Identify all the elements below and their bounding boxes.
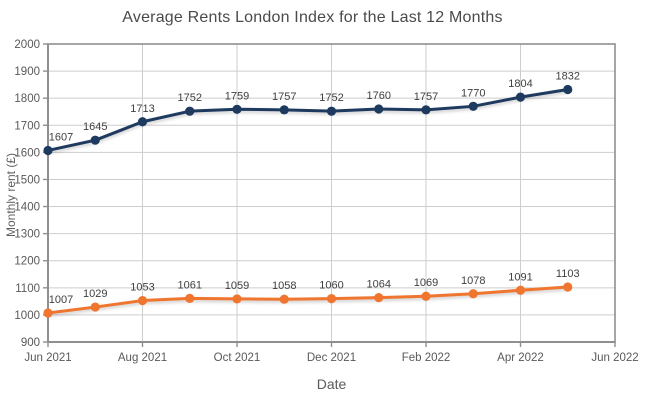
orange-series-data-label: 1069 bbox=[414, 277, 438, 289]
navy-series-data-label: 1757 bbox=[414, 91, 438, 103]
orange-series-marker bbox=[374, 292, 384, 303]
orange-series-marker bbox=[137, 295, 148, 306]
y-tick-label: 1100 bbox=[15, 283, 40, 295]
y-tick-label: 1200 bbox=[14, 256, 40, 268]
x-tick-label: Jun 2022 bbox=[591, 352, 638, 364]
orange-series-data-label: 1058 bbox=[272, 280, 296, 292]
orange-series-data-label: 1091 bbox=[508, 271, 532, 283]
navy-series-marker bbox=[468, 101, 478, 111]
y-tick-label: 1400 bbox=[14, 202, 40, 214]
orange-series-data-label: 1064 bbox=[367, 279, 391, 291]
x-axis-title: Date bbox=[316, 376, 347, 392]
y-axis-title: Monthly rent (£) bbox=[4, 152, 18, 238]
navy-series-marker bbox=[232, 104, 242, 114]
orange-series-marker bbox=[421, 291, 431, 301]
x-tick-label: Jun 2021 bbox=[24, 352, 71, 364]
navy-series-marker bbox=[326, 106, 337, 116]
navy-series-marker bbox=[563, 84, 573, 95]
navy-series-data-label: 1757 bbox=[272, 91, 296, 103]
y-tick-label: 1800 bbox=[14, 93, 40, 105]
orange-series-data-label: 1078 bbox=[461, 275, 485, 287]
y-tick-label: 1900 bbox=[14, 66, 40, 78]
orange-series-data-label: 1059 bbox=[225, 280, 249, 292]
y-tick-label: 1500 bbox=[14, 174, 40, 186]
y-tick-label: 1700 bbox=[14, 120, 40, 132]
navy-series-data-label: 1759 bbox=[225, 90, 249, 102]
orange-series-marker bbox=[90, 302, 100, 312]
orange-series-marker bbox=[232, 294, 242, 304]
navy-series-data-label: 1645 bbox=[83, 121, 107, 133]
x-tick-label: Apr 2022 bbox=[497, 352, 544, 364]
chart-title: Average Rents London Index for the Last … bbox=[122, 9, 503, 26]
navy-series-data-label: 1607 bbox=[49, 131, 73, 143]
navy-series-data-label: 1752 bbox=[178, 92, 202, 104]
orange-series-marker bbox=[185, 293, 195, 303]
navy-series-marker bbox=[515, 92, 526, 102]
x-tick-label: Oct 2021 bbox=[214, 352, 261, 364]
navy-series-marker bbox=[90, 135, 100, 145]
navy-series-data-label: 1832 bbox=[556, 71, 580, 83]
orange-series-data-label: 1053 bbox=[130, 282, 154, 294]
orange-series-marker bbox=[326, 294, 337, 304]
y-tick-label: 1300 bbox=[14, 229, 40, 241]
y-tick-label: 1000 bbox=[14, 310, 40, 322]
y-tick-label: 1600 bbox=[14, 147, 40, 159]
navy-series-marker bbox=[421, 105, 431, 115]
y-tick-label: 2000 bbox=[14, 39, 40, 51]
x-tick-label: Feb 2022 bbox=[402, 352, 451, 364]
navy-series-line bbox=[46, 88, 570, 152]
orange-series-marker bbox=[468, 289, 478, 299]
navy-series-data-label: 1752 bbox=[319, 92, 343, 104]
orange-series-marker bbox=[563, 282, 573, 292]
x-tick-label: Aug 2021 bbox=[118, 352, 167, 364]
navy-series-marker bbox=[279, 105, 289, 115]
orange-series-line bbox=[46, 285, 570, 315]
orange-series-marker bbox=[279, 294, 289, 304]
navy-series-marker bbox=[43, 145, 53, 156]
orange-series-data-label: 1103 bbox=[556, 268, 580, 280]
orange-series-data-label: 1061 bbox=[178, 279, 202, 291]
orange-series-data-label: 1007 bbox=[49, 294, 73, 306]
navy-series-data-label: 1770 bbox=[461, 87, 485, 99]
orange-series-marker bbox=[43, 308, 53, 318]
navy-series-data-label: 1804 bbox=[508, 78, 532, 90]
orange-series-marker bbox=[515, 285, 526, 295]
navy-series-data-label: 1713 bbox=[130, 103, 154, 115]
navy-series-data-label: 1760 bbox=[367, 90, 391, 102]
orange-series-data-label: 1029 bbox=[83, 288, 107, 300]
navy-series-marker bbox=[374, 104, 384, 114]
navy-series-marker bbox=[137, 117, 148, 127]
navy-series-marker bbox=[185, 106, 195, 116]
y-tick-label: 900 bbox=[21, 337, 40, 349]
orange-series-data-label: 1060 bbox=[319, 280, 343, 292]
x-tick-label: Dec 2021 bbox=[307, 352, 356, 364]
